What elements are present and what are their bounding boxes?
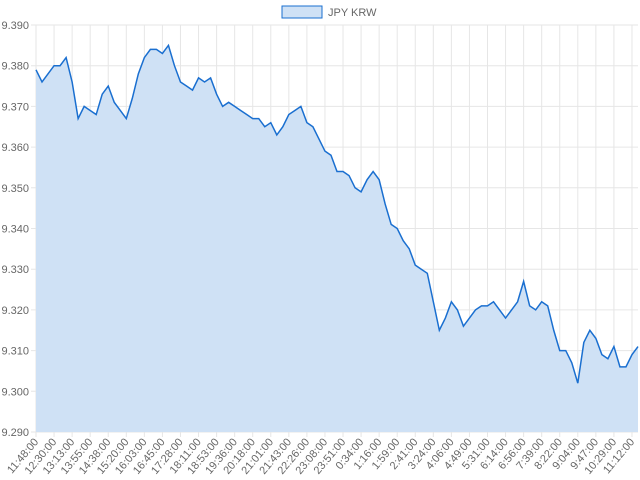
y-tick-label: 9.310 xyxy=(1,346,29,358)
y-tick-label: 9.290 xyxy=(1,427,29,439)
y-tick-label: 9.360 xyxy=(1,142,29,154)
y-tick-label: 9.370 xyxy=(1,101,29,113)
y-tick-label: 9.350 xyxy=(1,183,29,195)
area-fill xyxy=(36,45,638,432)
line xyxy=(35,43,639,384)
y-tick-label: 9.300 xyxy=(1,386,29,398)
legend-swatch xyxy=(281,5,323,19)
y-tick-label: 9.340 xyxy=(1,224,29,236)
y-tick-label: 9.380 xyxy=(1,61,29,73)
y-tick-label: 9.330 xyxy=(1,264,29,276)
legend-label: JPY KRW xyxy=(328,7,377,19)
y-tick-label: 9.390 xyxy=(1,20,29,32)
y-tick-label: 9.320 xyxy=(1,305,29,317)
